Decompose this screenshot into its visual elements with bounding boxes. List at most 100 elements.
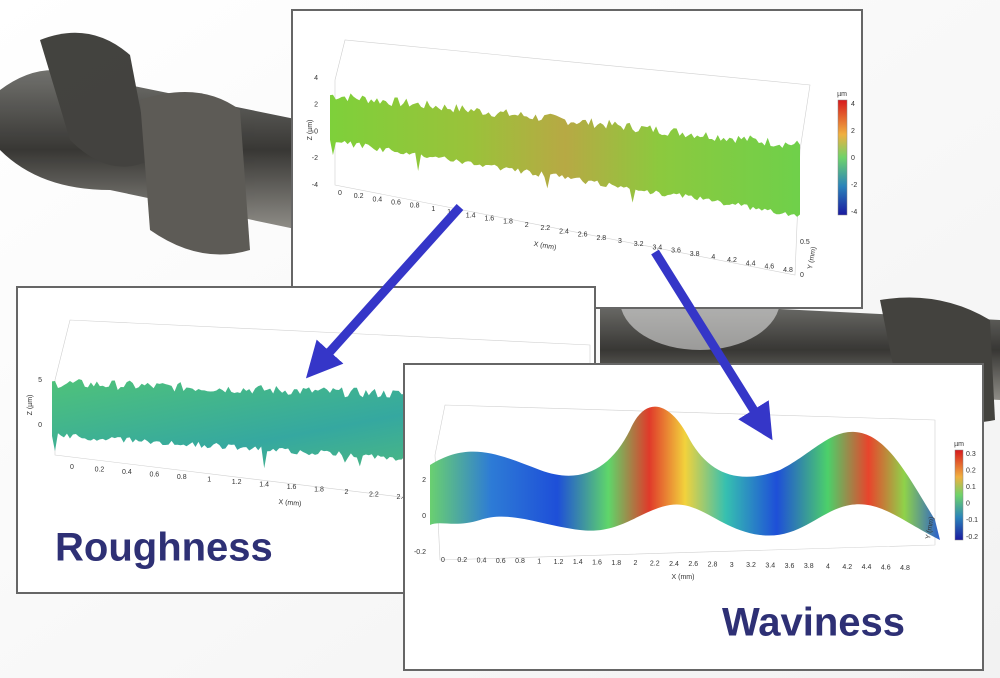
colorbar-unit: µm [837,91,847,98]
tick-label: 1.6 [484,216,494,223]
axis-label: X (mm) [533,241,557,252]
tick-label: 0.6 [496,558,506,565]
tick-label: 0 [441,557,445,564]
tick-label: 4.6 [764,264,774,271]
tick-label: 1 [207,476,211,483]
colorbar [954,449,964,541]
tick-label: 0.6 [149,471,159,478]
tick-label: 4 [314,75,318,82]
tick-label: 2 [634,560,638,567]
tick-label: 0 [966,501,970,508]
colorbar [837,99,848,216]
tick-label: -2 [851,182,857,189]
waviness-plot: 0 0.2 0.4 0.6 0.8 1 1.2 1.4 1.6 1.8 2 2.2 2.4 2.6 2.8 3… [414,404,978,581]
tick-label: 3.8 [690,251,700,258]
original-plot: 00.20.40.60.811.21.41.61.822.22.42.62.83… [307,39,857,279]
tick-label: 0.8 [410,203,420,210]
tick-label: 1.2 [232,479,242,486]
tick-label: 0 [314,128,318,135]
tick-label: 2 [314,102,318,109]
tick-label: 0.4 [122,469,132,476]
surface [330,93,800,217]
tick-label: 4.4 [862,564,872,571]
tick-label: -0.1 [966,517,978,524]
tick-label: 0 [800,272,804,279]
tick-label: 3.2 [746,562,756,569]
tick-label: -0.2 [966,534,978,541]
arrow [305,203,464,379]
tick-label: 4 [826,564,830,571]
tick-label: 2.4 [559,228,569,235]
axis-label: X (mm) [278,499,301,508]
tick-label: 4 [711,254,715,261]
tick-label: -4 [312,182,318,189]
tick-label: 0.2 [966,467,976,474]
tick-label: 0 [851,155,855,162]
tick-label: 0.2 [95,466,105,473]
tick-label: 3.6 [671,248,681,255]
tick-label: -2 [312,155,318,162]
tick-label: 4.2 [842,564,852,571]
tick-label: 3 [730,562,734,569]
tick-label: 1.4 [259,481,269,488]
axis-label: Y (mm) [807,246,818,270]
tick-label: 4.2 [727,257,737,264]
tick-label: 0.4 [372,196,382,203]
tick-label: 0.2 [457,557,467,564]
tick-label: 4.8 [783,267,793,274]
tick-label: 1.8 [314,486,324,493]
tick-label: 2.6 [578,232,588,239]
tick-label: 2 [344,489,348,496]
tick-label: 1.2 [554,559,564,566]
tick-label: 0.6 [391,199,401,206]
tick-label: 3 [618,238,622,245]
axis-label: X (mm) [672,574,695,581]
tick-label: 0.1 [966,484,976,491]
tick-label: 1.6 [287,484,297,491]
tick-label: 2.4 [669,561,679,568]
tick-label: 0 [422,513,426,520]
waviness-title: Waviness [722,601,905,645]
axis-label: Y (mm) [925,516,936,540]
tick-label: 4 [851,101,855,108]
tick-label: 4.6 [881,565,891,572]
tick-label: 2 [851,128,855,135]
tick-label: 0.4 [477,558,487,565]
tick-label: 4.8 [900,565,910,572]
axis-label: Z (µm) [27,395,34,416]
surface [430,406,940,540]
tick-label: 1.8 [503,219,513,226]
tick-label: 0.3 [966,451,976,458]
tick-label: 1.6 [592,560,602,567]
tick-label: 2.6 [688,561,698,568]
tick-label: 2.2 [540,225,550,232]
tick-label: 1.4 [573,559,583,566]
tick-label: 3.4 [652,244,662,251]
tick-label: 2.2 [369,491,379,498]
tick-label: 2.8 [596,235,606,242]
tick-label: 1 [431,206,435,213]
tick-label: 1 [537,559,541,566]
tick-label: 0.5 [800,239,810,246]
tick-label: 1.4 [466,212,476,219]
tick-label: 2.4 [396,494,406,501]
tick-label: 3.2 [634,241,644,248]
tick-label: 0.8 [177,474,187,481]
tick-label: 0 [38,422,42,429]
tick-label: 3.8 [804,563,814,570]
tick-label: 2.2 [650,561,660,568]
tick-label: 0.8 [515,558,525,565]
tick-label: 3.6 [785,563,795,570]
tick-label: -4 [851,209,857,216]
tick-label: 0 [338,190,342,197]
tick-label: -0.2 [414,549,426,556]
tick-label: 3.4 [765,563,775,570]
tick-label: 5 [38,377,42,384]
tick-label: 2 [525,222,529,229]
tick-label: 0 [70,464,74,471]
tick-label: 1.8 [611,560,621,567]
arrow [651,249,773,441]
tick-label: 4.4 [746,260,756,267]
axis-label: Z (µm) [307,120,314,141]
